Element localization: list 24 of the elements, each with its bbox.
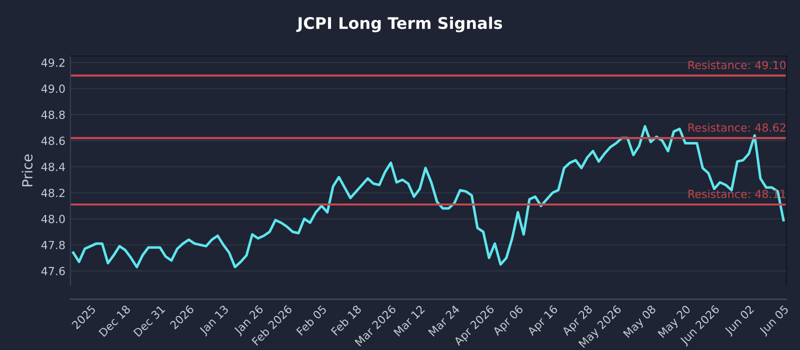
line-series xyxy=(72,125,785,268)
x-tick-label: Mar 24 xyxy=(428,304,460,337)
x-tick-label: Dec 18 xyxy=(98,304,131,338)
x-tick-label: Jan 13 xyxy=(198,304,230,337)
x-tick-label: Apr 06 xyxy=(492,304,526,338)
x-tick-label: Dec 31 xyxy=(133,304,166,338)
y-tick-label: 47.6 xyxy=(41,266,65,276)
x-tick-label: Feb 18 xyxy=(330,304,362,336)
y-tick-label: 48.0 xyxy=(41,214,65,224)
x-tick-label: Jun 02 xyxy=(724,304,756,337)
ref-line-label: Resistance: 49.10 xyxy=(688,60,786,70)
chart-title: JCPI Long Term Signals xyxy=(296,16,502,32)
y-axis-title: Price xyxy=(22,154,33,186)
y-tick-label: 48.8 xyxy=(41,110,65,119)
y-tick-label: 48.2 xyxy=(41,188,64,198)
ref-line-label: Resistance: 48.62 xyxy=(688,123,786,132)
y-tick-label: 47.8 xyxy=(41,240,65,250)
x-tick-label: Apr 16 xyxy=(526,304,560,338)
y-tick-label: 48.6 xyxy=(41,136,65,146)
x-tick-label: Feb 05 xyxy=(296,304,327,336)
y-tick-label: 48.4 xyxy=(41,162,65,172)
x-tick-label: Jun 05 xyxy=(758,304,790,337)
y-tick-label: 49.0 xyxy=(41,84,65,93)
y-tick-label: 49.2 xyxy=(41,58,64,67)
